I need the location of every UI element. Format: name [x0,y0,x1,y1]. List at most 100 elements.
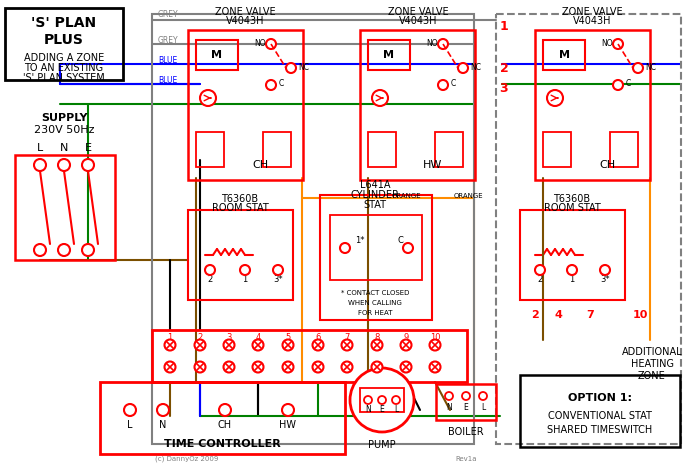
Text: GREY: GREY [158,36,179,45]
Circle shape [462,392,470,400]
Circle shape [313,339,324,351]
Text: V4043H: V4043H [399,16,437,26]
Text: 4: 4 [554,310,562,320]
Text: M: M [384,50,395,60]
Circle shape [600,265,610,275]
Circle shape [371,339,382,351]
Text: V4043H: V4043H [226,16,264,26]
Text: NO: NO [254,38,266,47]
Text: WHEN CALLING: WHEN CALLING [348,300,402,306]
Circle shape [400,361,411,373]
Text: ADDITIONAL: ADDITIONAL [622,347,682,357]
Text: 230V 50Hz: 230V 50Hz [34,125,95,135]
Text: C: C [451,80,456,88]
Text: N: N [365,404,371,414]
Text: L: L [37,143,43,153]
Circle shape [535,265,545,275]
Text: 8: 8 [374,334,380,343]
Bar [330,215,422,280]
Text: NC: NC [298,63,309,72]
Circle shape [58,159,70,171]
Text: M: M [558,50,569,60]
Circle shape [613,39,623,49]
Circle shape [200,90,216,106]
Circle shape [253,339,264,351]
Text: ZONE VALVE: ZONE VALVE [562,7,622,17]
Text: TIME CONTROLLER: TIME CONTROLLER [164,439,280,449]
Circle shape [438,39,448,49]
Text: N: N [60,143,68,153]
Text: STAT: STAT [364,200,386,210]
Text: Rev1a: Rev1a [455,456,477,462]
Circle shape [34,159,46,171]
Circle shape [342,339,353,351]
Circle shape [547,90,563,106]
Text: * CONTACT CLOSED: * CONTACT CLOSED [341,290,409,296]
Bar [535,30,650,180]
Text: HEATING: HEATING [631,359,673,369]
Circle shape [124,404,136,416]
Text: TO AN EXISTING: TO AN EXISTING [24,63,104,73]
Text: 3*: 3* [273,275,283,284]
Circle shape [403,243,413,253]
Circle shape [224,339,235,351]
Bar [360,388,404,412]
Text: PLUS: PLUS [44,33,84,47]
Circle shape [400,339,411,351]
Circle shape [429,339,440,351]
Bar [196,132,224,167]
Text: L: L [481,403,485,412]
Text: N: N [446,403,452,412]
Bar [100,382,345,454]
Text: 10: 10 [430,334,440,343]
Text: T6360B: T6360B [553,194,591,204]
Circle shape [342,361,353,373]
Circle shape [429,361,440,373]
Circle shape [372,90,388,106]
Text: FOR HEAT: FOR HEAT [357,310,392,316]
Circle shape [567,265,577,275]
Text: SUPPLY: SUPPLY [41,113,87,123]
Bar [196,40,238,70]
Text: NC: NC [470,63,481,72]
Circle shape [164,339,175,351]
Text: ZONE VALVE: ZONE VALVE [215,7,275,17]
Bar [152,14,474,444]
Text: V4043H: V4043H [573,16,611,26]
Bar [368,132,396,167]
Text: 6: 6 [315,334,321,343]
Circle shape [82,159,94,171]
Text: CH: CH [600,160,615,170]
Text: 'S' PLAN: 'S' PLAN [32,16,97,30]
Circle shape [479,392,487,400]
Text: BLUE: BLUE [158,76,177,85]
Text: ORANGE: ORANGE [392,193,422,199]
Text: 2: 2 [538,275,542,284]
Text: E: E [84,143,92,153]
Text: C: C [626,80,631,88]
Text: 1: 1 [569,275,575,284]
Circle shape [613,80,623,90]
Circle shape [157,404,169,416]
Text: NC: NC [645,63,656,72]
Bar [5,8,123,80]
Text: CH: CH [253,160,268,170]
Text: 2: 2 [208,275,213,284]
Bar [263,132,291,167]
Text: HW: HW [423,160,442,170]
Text: 10: 10 [632,310,648,320]
Text: 'S' PLAN SYSTEM: 'S' PLAN SYSTEM [23,73,105,83]
Circle shape [313,361,324,373]
Text: 1: 1 [242,275,248,284]
Text: BLUE: BLUE [158,56,177,65]
Circle shape [253,361,264,373]
Text: 3*: 3* [600,275,610,284]
Bar [152,330,467,382]
Bar [520,210,625,300]
Text: 2: 2 [531,310,539,320]
Circle shape [58,244,70,256]
Text: CYLINDER: CYLINDER [351,190,400,200]
Text: HW: HW [279,420,297,430]
Circle shape [458,63,468,73]
Circle shape [219,404,231,416]
